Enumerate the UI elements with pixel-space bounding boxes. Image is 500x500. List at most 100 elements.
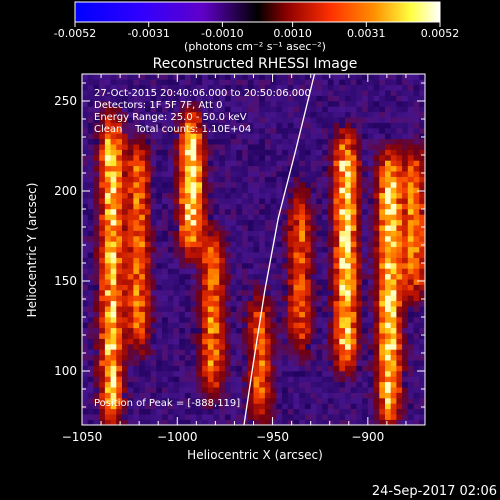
heatmap-cell [122,230,128,237]
heatmap-cell [379,225,386,231]
heatmap-cell [356,198,363,204]
heatmap-cell [390,349,397,356]
heatmap-cell [259,171,266,177]
heatmap-cell [242,144,249,150]
heatmap-cell [345,219,351,226]
heatmap-cell [99,106,106,113]
heatmap-cell [247,403,254,410]
heatmap-cell [162,74,168,80]
heatmap-cell [224,371,231,377]
heatmap-cell [373,84,380,91]
heatmap-cell [350,209,357,215]
heatmap-cell [293,376,300,383]
heatmap-cell [144,95,151,102]
heatmap-cell [379,90,386,96]
heatmap-cell [230,182,237,188]
heatmap-cell [339,290,346,296]
heatmap-cell [402,263,409,269]
heatmap-cell [242,300,249,307]
heatmap-cell [87,290,94,296]
heatmap-cell [219,246,226,253]
heatmap-cell [179,398,186,404]
heatmap-cell [270,74,277,80]
heatmap-cell [213,392,220,399]
heatmap-cell [116,381,123,388]
heatmap-cell [110,327,117,334]
heatmap-cell [184,133,191,140]
heatmap-cell [236,273,243,280]
heatmap-cell [179,74,186,80]
heatmap-cell [173,322,180,329]
heatmap-cell [253,230,260,237]
heatmap-cell [87,198,94,204]
heatmap-cell [207,155,214,161]
heatmap-cell [276,252,283,258]
heatmap-cell [264,74,271,80]
heatmap-cell [162,171,168,177]
heatmap-cell [110,111,117,118]
heatmap-cell [173,387,180,393]
heatmap-cell [179,354,186,361]
heatmap-cell [402,203,409,210]
heatmap-cell [385,354,391,361]
heatmap-cell [167,155,174,161]
heatmap-cell [156,284,163,291]
heatmap-cell [379,214,386,221]
heatmap-cell [207,246,214,253]
heatmap-cell [110,133,117,140]
heatmap-cell [282,230,289,237]
heatmap-cell [247,284,254,291]
heatmap-cell [116,311,123,318]
heatmap-cell [379,295,386,302]
heatmap-cell [110,230,117,237]
heatmap-cell [116,408,123,415]
heatmap-cell [270,95,277,102]
heatmap-cell [87,138,94,145]
heatmap-cell [156,295,163,302]
heatmap-cell [190,90,197,96]
heatmap-cell [299,198,306,204]
heatmap-cell [156,311,163,318]
heatmap-cell [276,349,283,356]
heatmap-cell [179,365,186,372]
heatmap-cell [144,246,151,253]
heatmap-cell [230,300,237,307]
heatmap-cell [402,79,409,86]
heatmap-cell [242,306,249,312]
heatmap-cell [339,392,346,399]
heatmap-cell [179,128,186,134]
heatmap-cell [373,376,380,383]
heatmap-cell [345,182,351,188]
heatmap-cell [316,392,323,399]
heatmap-cell [167,90,174,96]
heatmap-cell [179,160,186,167]
heatmap-cell [213,284,220,291]
heatmap-cell [322,322,329,329]
heatmap-cell [127,398,134,404]
heatmap-cell [156,128,163,134]
heatmap-cell [127,338,134,345]
heatmap-cell [362,187,369,194]
heatmap-cell [196,230,203,237]
heatmap-cell [156,317,163,323]
heatmap-cell [367,79,374,86]
heatmap-cell [230,365,237,372]
heatmap-cell [150,246,157,253]
heatmap-cell [207,214,214,221]
heatmap-cell [247,365,254,372]
heatmap-cell [139,414,146,420]
heatmap-cell [144,79,151,86]
heatmap-cell [236,203,243,210]
heatmap-cell [276,230,283,237]
heatmap-cell [322,79,329,86]
heatmap-cell [122,74,128,80]
heatmap-cell [345,203,351,210]
heatmap-cell [379,387,386,393]
heatmap-cell [144,241,151,248]
heatmap-cell [213,290,220,296]
heatmap-cell [99,155,106,161]
heatmap-cell [276,90,283,96]
heatmap-cell [413,122,420,129]
heatmap-cell [299,219,306,226]
heatmap-cell [264,230,271,237]
